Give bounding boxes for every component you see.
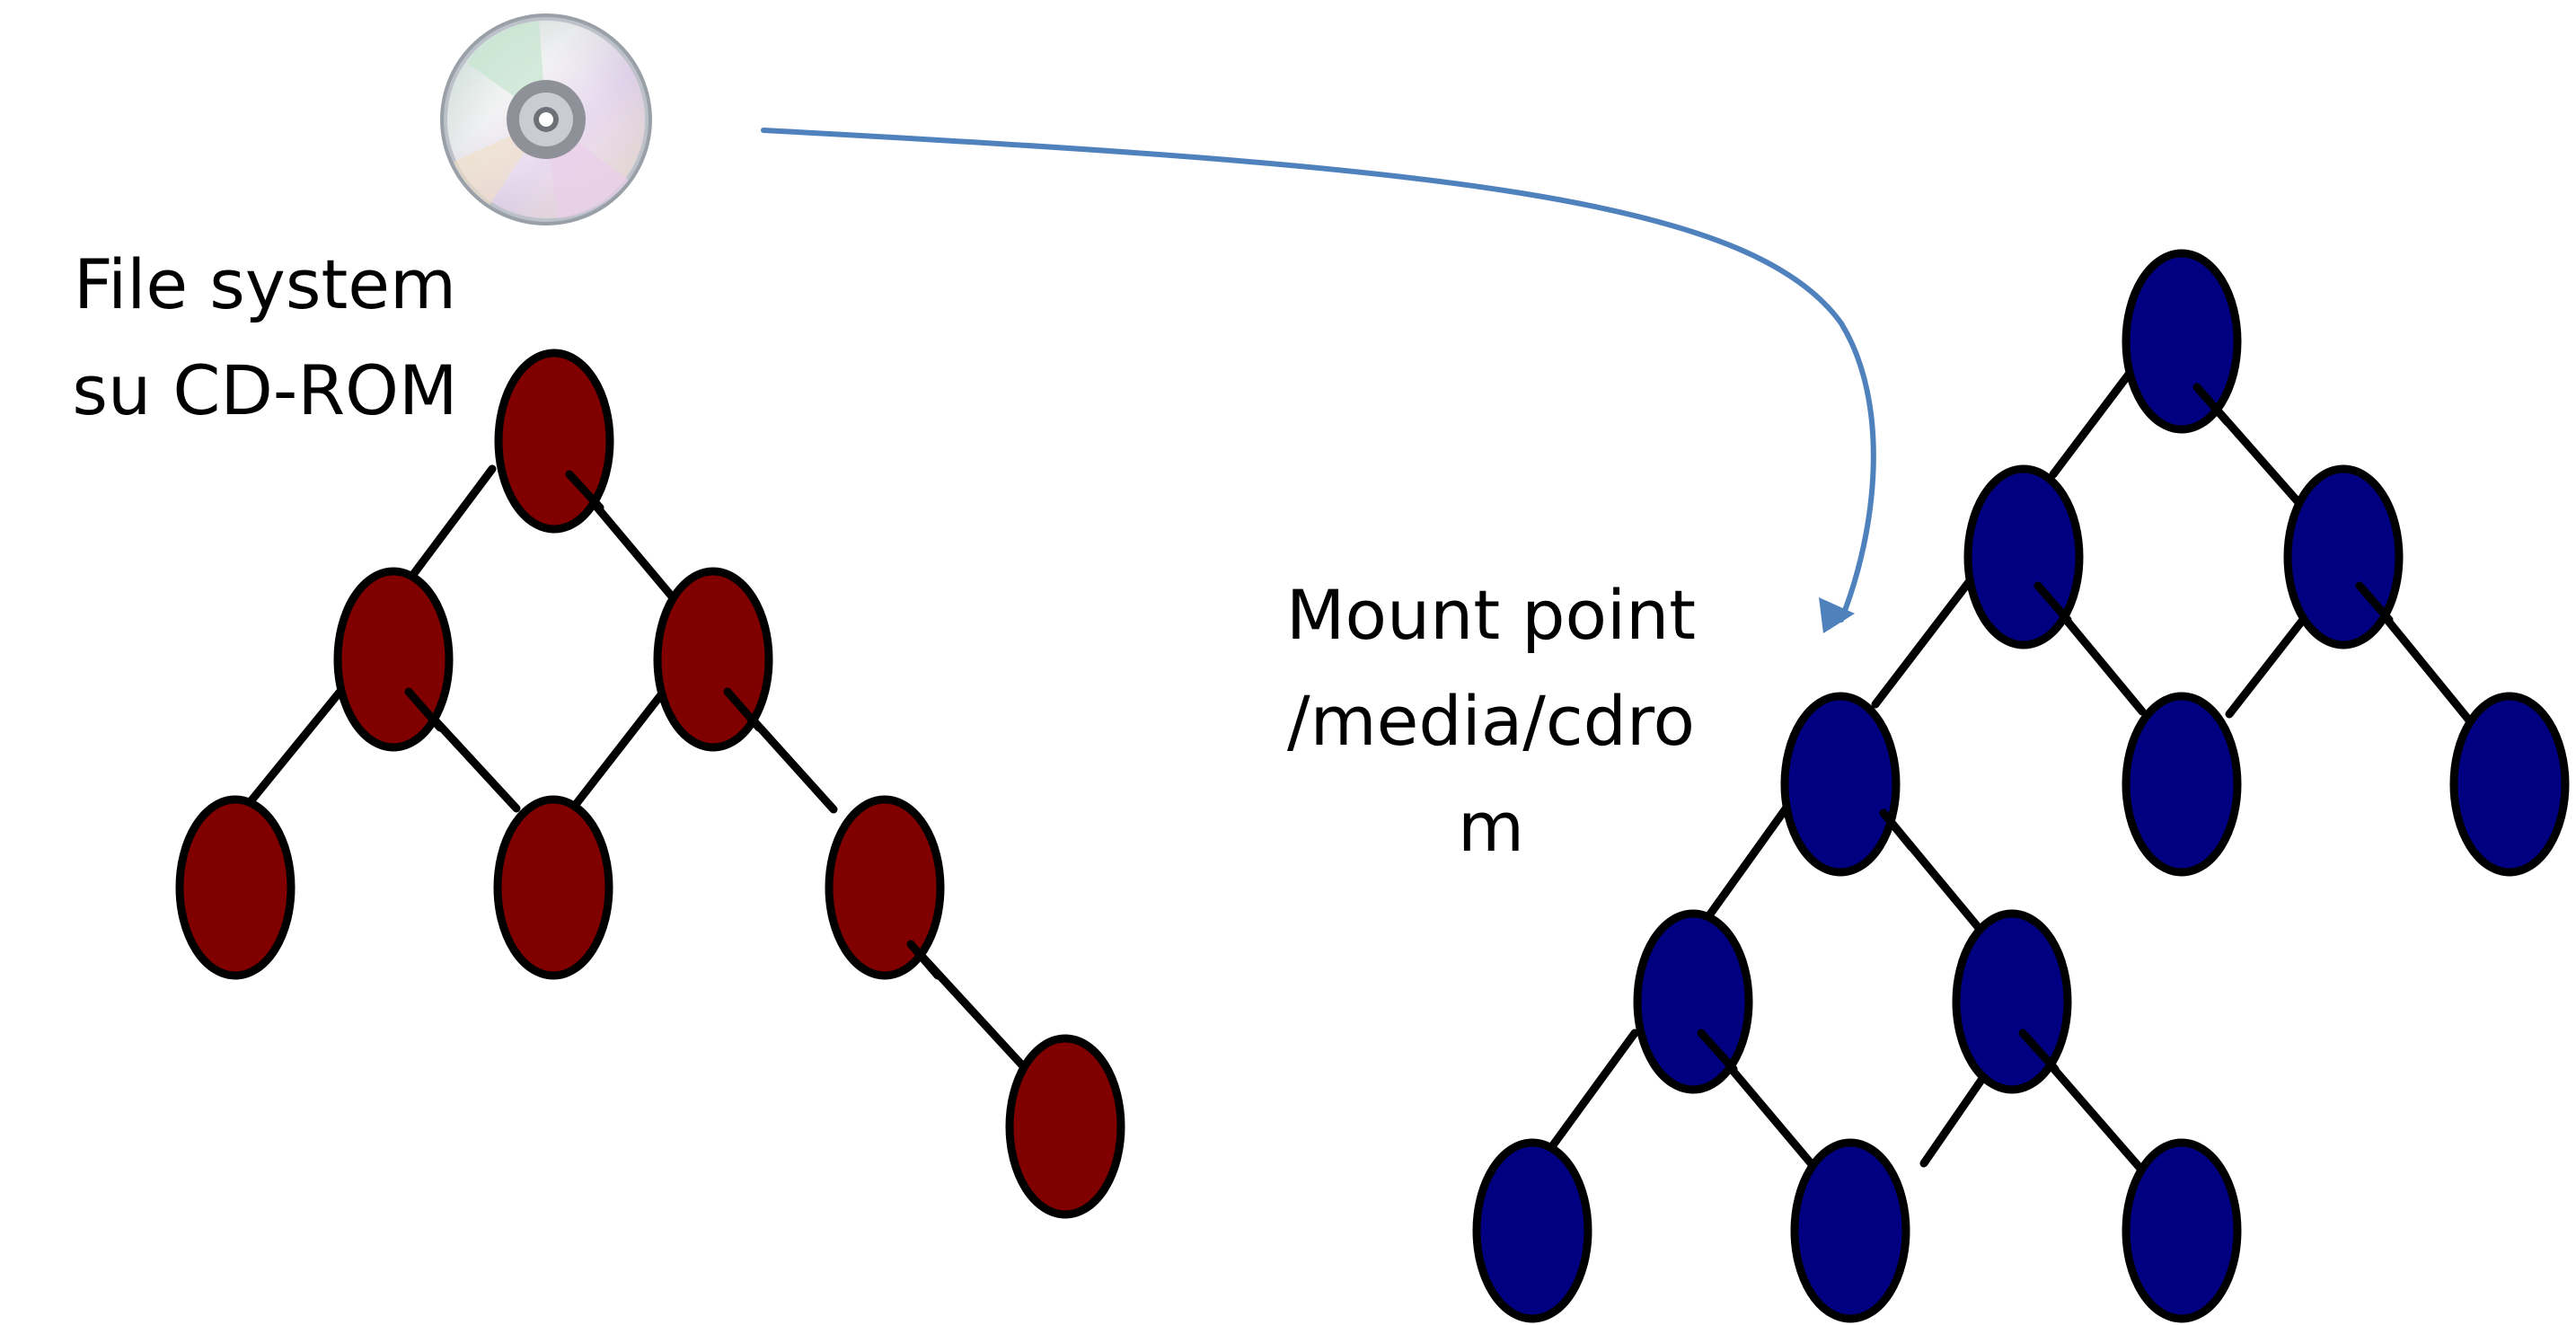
mount-point-label-line: Mount point (1285, 575, 1697, 655)
mount-point-label-line: m (1457, 787, 1525, 867)
host-node-mount-left (1633, 909, 1753, 1094)
cd-disc-icon (440, 13, 652, 225)
cd-filesystem-label-line: File system (73, 244, 457, 324)
host-node-mount-right (1952, 909, 2072, 1094)
host-node-root (2122, 249, 2242, 434)
host-node-r1-left (2122, 692, 2242, 877)
cd-node-leaf (1005, 1034, 1125, 1219)
cd-filesystem-tree (175, 349, 1125, 1219)
mount-point-label: Mount point /media/cdro m (1239, 562, 1742, 880)
host-node-leaf-1 (1472, 1138, 1592, 1323)
host-filesystem-tree (1472, 249, 2570, 1323)
mount-arrow-head (1819, 597, 1855, 633)
host-node-leaf-2 (1790, 1138, 1910, 1323)
host-node-r1 (2283, 464, 2404, 649)
mount-point-label-line: /media/cdro (1286, 681, 1696, 761)
cd-node-ll (175, 795, 296, 980)
cd-filesystem-label: File system su CD-ROM (45, 232, 485, 444)
host-node-leaf-3 (2122, 1138, 2242, 1323)
host-node-mount (1780, 692, 1901, 877)
host-node-r1-right (2449, 692, 2570, 877)
cd-node-rr (825, 795, 945, 980)
mount-arrow (761, 128, 1876, 623)
cd-filesystem-label-line: su CD-ROM (72, 350, 458, 430)
cd-node-lr (493, 795, 613, 980)
